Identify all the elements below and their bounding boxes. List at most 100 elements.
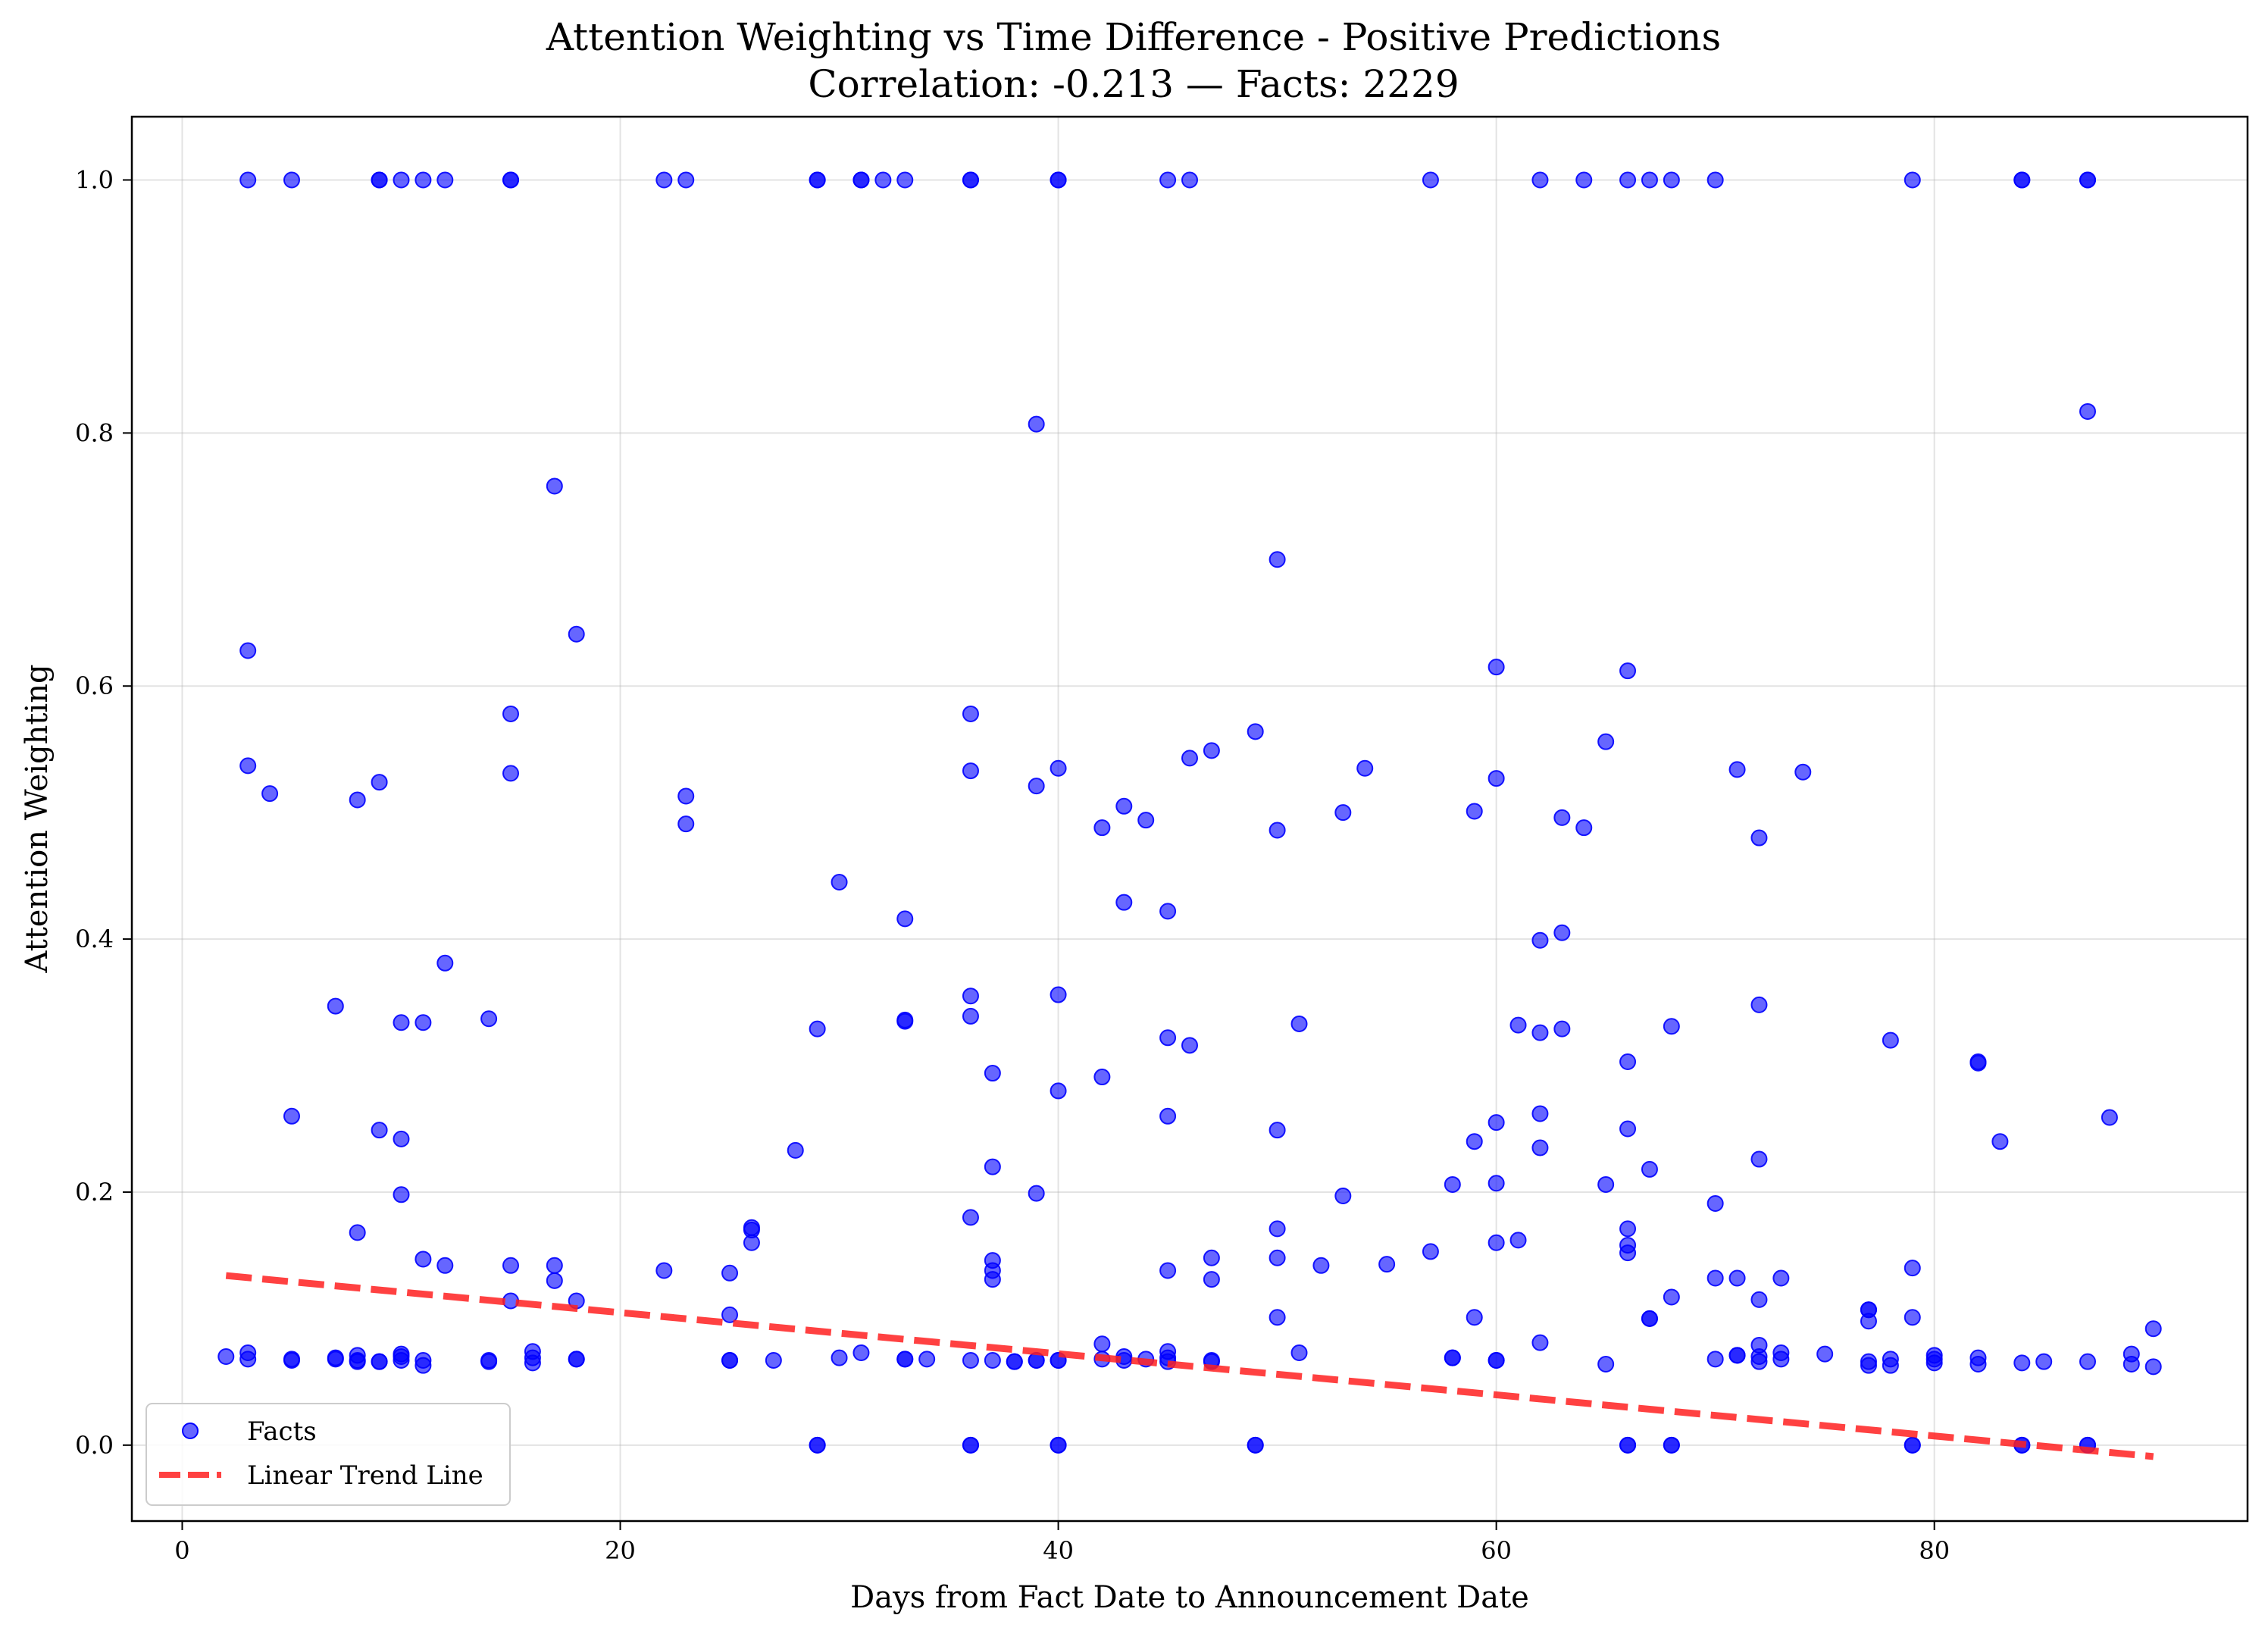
fact-point — [1028, 778, 1045, 795]
fact-point — [502, 705, 520, 722]
fact-point — [1487, 770, 1505, 787]
fact-point — [721, 1264, 739, 1282]
fact-point — [502, 171, 520, 189]
fact-point — [1750, 1291, 1768, 1308]
fact-point — [1816, 1345, 1834, 1363]
fact-point — [393, 1014, 410, 1031]
fact-point — [502, 765, 520, 782]
fact-point — [1269, 1249, 1286, 1266]
fact-point — [393, 1186, 410, 1203]
fact-point — [831, 1349, 848, 1366]
fact-point — [2123, 1355, 2140, 1373]
fact-point — [1159, 171, 1177, 189]
fact-point — [1269, 551, 1286, 568]
fact-point — [1181, 1037, 1198, 1054]
fact-point — [1663, 1018, 1680, 1035]
fact-point — [677, 171, 695, 189]
fact-point — [1203, 742, 1220, 759]
fact-point — [371, 1353, 388, 1370]
fact-point — [1050, 1082, 1067, 1100]
fact-point — [1728, 1347, 1746, 1364]
fact-point — [480, 1010, 498, 1028]
fact-point — [2079, 171, 2097, 189]
fact-point — [1904, 171, 1921, 189]
fact-point — [1772, 1269, 1790, 1287]
fact-point — [414, 1250, 432, 1268]
fact-point — [1159, 1107, 1177, 1125]
fact-point — [1531, 1334, 1549, 1351]
fact-point — [414, 1014, 432, 1031]
fact-point — [1290, 1015, 1308, 1032]
fact-point — [1531, 171, 1549, 189]
legend-facts-label: Facts — [247, 1416, 317, 1447]
x-tick-label: 0 — [174, 1536, 189, 1565]
fact-point — [1619, 662, 1637, 680]
fact-point — [1641, 171, 1658, 189]
fact-point — [1422, 1243, 1439, 1260]
fact-point — [1531, 1105, 1549, 1122]
fact-point — [1991, 1133, 2009, 1150]
fact-point — [393, 1130, 410, 1147]
fact-point — [984, 1271, 1001, 1288]
fact-point — [1137, 812, 1155, 829]
y-tick-label: 0.8 — [75, 418, 114, 447]
fact-point — [1093, 819, 1111, 837]
trend-line-layer — [225, 1272, 2154, 1460]
fact-point — [1444, 1175, 1461, 1193]
fact-point — [831, 873, 848, 890]
fact-point — [436, 954, 454, 972]
fact-point — [1597, 1355, 1615, 1373]
fact-point — [1750, 1150, 1768, 1168]
fact-point — [1422, 171, 1439, 189]
fact-point — [1466, 1309, 1483, 1326]
fact-point — [1487, 659, 1505, 676]
chart-subtitle: Correlation: -0.213 — Facts: 2229 — [808, 62, 1459, 106]
fact-point — [1597, 1175, 1615, 1193]
fact-point — [1706, 1351, 1724, 1368]
fact-point — [1750, 996, 1768, 1013]
scatter-points — [217, 171, 2162, 1454]
fact-point — [1969, 1054, 1987, 1072]
fact-point — [1203, 1249, 1220, 1266]
fact-point — [896, 910, 914, 928]
x-tick-label: 40 — [1043, 1536, 1074, 1565]
fact-point — [1028, 1185, 1045, 1202]
fact-point — [1487, 1175, 1505, 1192]
fact-point — [962, 171, 979, 189]
fact-point — [414, 171, 432, 189]
fact-point — [1531, 1139, 1549, 1157]
fact-point — [896, 1013, 914, 1030]
fact-point — [1860, 1357, 1877, 1374]
fact-point — [809, 171, 826, 189]
legend-box — [145, 1403, 511, 1506]
fact-point — [1728, 761, 1746, 778]
fact-point — [1641, 1160, 1658, 1178]
fact-point — [327, 997, 344, 1015]
fact-point — [2101, 1109, 2118, 1126]
fact-point — [1050, 171, 1067, 189]
fact-point — [1750, 829, 1768, 847]
fact-point — [393, 171, 410, 189]
fact-point — [2079, 1353, 2097, 1370]
fact-point — [283, 171, 300, 189]
fact-point — [1706, 1194, 1724, 1212]
fact-point — [984, 1351, 1001, 1369]
fact-point — [1356, 759, 1374, 777]
fact-point — [655, 1262, 673, 1279]
fact-point — [1378, 1256, 1396, 1273]
fact-point — [765, 1351, 782, 1369]
fact-point — [1269, 1220, 1286, 1238]
legend-facts-marker — [182, 1423, 199, 1439]
fact-point — [1115, 797, 1133, 815]
fact-point — [1050, 759, 1067, 777]
fact-point — [1750, 1353, 1768, 1370]
fact-point — [1531, 931, 1549, 949]
x-axis-label: Days from Fact Date to Announcement Date — [850, 1580, 1529, 1615]
fact-point — [1050, 986, 1067, 1003]
fact-point — [1050, 1436, 1067, 1454]
x-tick-label: 20 — [605, 1536, 636, 1565]
fact-point — [984, 1065, 1001, 1082]
fact-point — [962, 1351, 979, 1369]
fact-point — [239, 757, 257, 775]
